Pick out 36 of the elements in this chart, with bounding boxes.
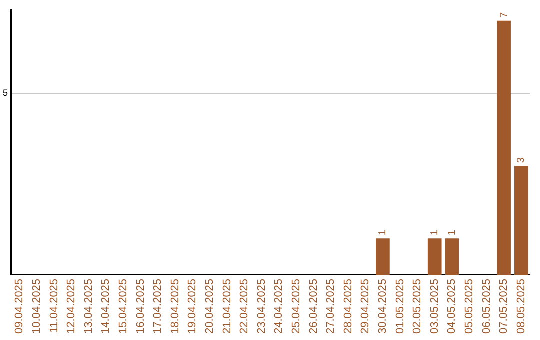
x-tick-label: 17.04.2025	[152, 278, 164, 334]
x-tick-label: 12.04.2025	[66, 278, 78, 334]
data-label: 3	[516, 157, 528, 164]
x-tick-label: 14.04.2025	[100, 278, 112, 334]
x-tick-label: 10.04.2025	[30, 278, 43, 334]
data-label: 1	[430, 230, 441, 236]
x-tick-label: 03.05.2025	[428, 278, 441, 334]
data-label: 1	[446, 230, 458, 236]
x-tick-label: 26.04.2025	[308, 278, 320, 334]
data-label: 7	[498, 12, 510, 18]
x-tick-label: 29.04.2025	[360, 278, 372, 334]
x-tick-label: 06.05.2025	[480, 278, 493, 334]
x-tick-label: 04.05.2025	[446, 278, 458, 334]
x-tick-label: 05.05.2025	[463, 278, 476, 334]
x-tick-label: 28.04.2025	[342, 278, 354, 334]
x-tick-label: 15.04.2025	[117, 278, 130, 334]
x-tick-label: 07.05.2025	[498, 278, 510, 334]
data-label: 1	[378, 230, 389, 236]
x-tick-label: 09.04.2025	[14, 278, 26, 334]
x-tick-label: 24.04.2025	[273, 278, 286, 334]
x-tick-label: 22.04.2025	[238, 278, 251, 334]
x-tick-label: 02.05.2025	[412, 278, 424, 334]
x-tick-label: 21.04.2025	[221, 278, 234, 334]
y-tick-label: 5	[2, 88, 8, 98]
x-tick-label: 19.04.2025	[186, 278, 199, 334]
x-tick-label: 16.04.2025	[134, 278, 147, 334]
x-tick-label: 01.05.2025	[394, 278, 406, 334]
x-tick-label: 27.04.2025	[325, 278, 338, 334]
x-tick-label: 30.04.2025	[376, 278, 389, 334]
x-tick-label: 25.04.2025	[290, 278, 302, 334]
x-tick-label: 20.04.2025	[204, 278, 216, 334]
x-tick-label: 11.04.2025	[48, 278, 60, 334]
x-tick-label: 13.04.2025	[82, 278, 95, 334]
x-tick-label: 18.04.2025	[169, 278, 182, 334]
x-tick-label: 23.04.2025	[256, 278, 268, 334]
x-tick-label: 08.05.2025	[515, 278, 528, 334]
